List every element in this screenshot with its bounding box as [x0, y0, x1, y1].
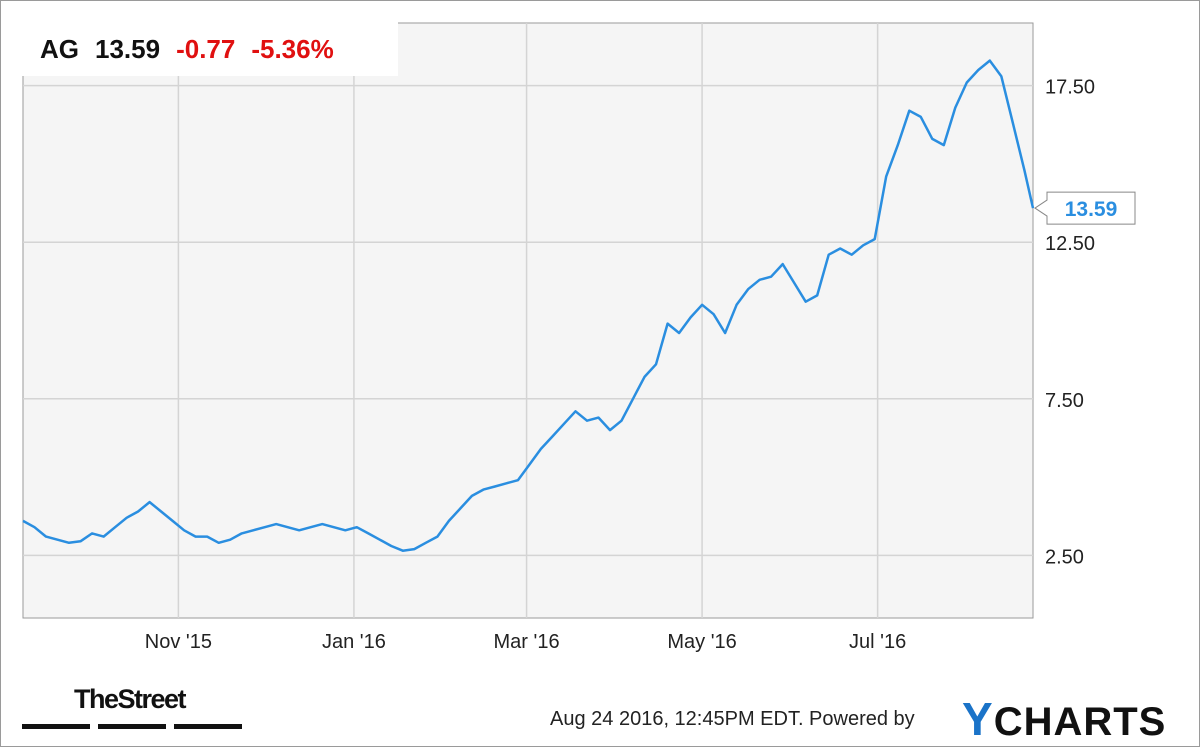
- y-tick-label: 12.50: [1045, 233, 1095, 255]
- thestreet-logo-text: TheStreet: [74, 684, 187, 714]
- x-tick-label: May '16: [667, 631, 736, 653]
- x-tick-label: Jul '16: [849, 631, 906, 653]
- y-tick-label: 7.50: [1045, 390, 1084, 412]
- quote-header: AG 13.59 -0.77 -5.36%: [22, 22, 398, 76]
- ycharts-logo: YCHARTS: [962, 692, 1166, 746]
- ticker-symbol: AG: [40, 33, 79, 64]
- x-tick-label: Mar '16: [494, 631, 560, 653]
- x-tick-label: Nov '15: [145, 631, 212, 653]
- ycharts-logo-y: Y: [962, 693, 994, 745]
- chart-timestamp: Aug 24 2016, 12:45PM EDT. Powered by: [550, 708, 915, 730]
- price-change-percent: -5.36%: [251, 33, 334, 64]
- price-line: [22, 59, 1035, 552]
- logo-bar: [22, 724, 90, 729]
- y-tick-label: 17.50: [1045, 77, 1095, 99]
- plot-area: [22, 22, 1034, 619]
- last-price: 13.59: [95, 33, 161, 64]
- ycharts-logo-text: CHARTS: [993, 700, 1167, 744]
- x-tick-label: Jan '16: [322, 631, 386, 653]
- y-tick-label: 2.50: [1045, 546, 1084, 568]
- last-value-callout: [1034, 191, 1136, 225]
- logo-bar: [98, 724, 166, 729]
- price-change: -0.77: [176, 33, 236, 64]
- last-value-label: 13.59: [1065, 198, 1118, 221]
- logo-bar: [174, 724, 242, 729]
